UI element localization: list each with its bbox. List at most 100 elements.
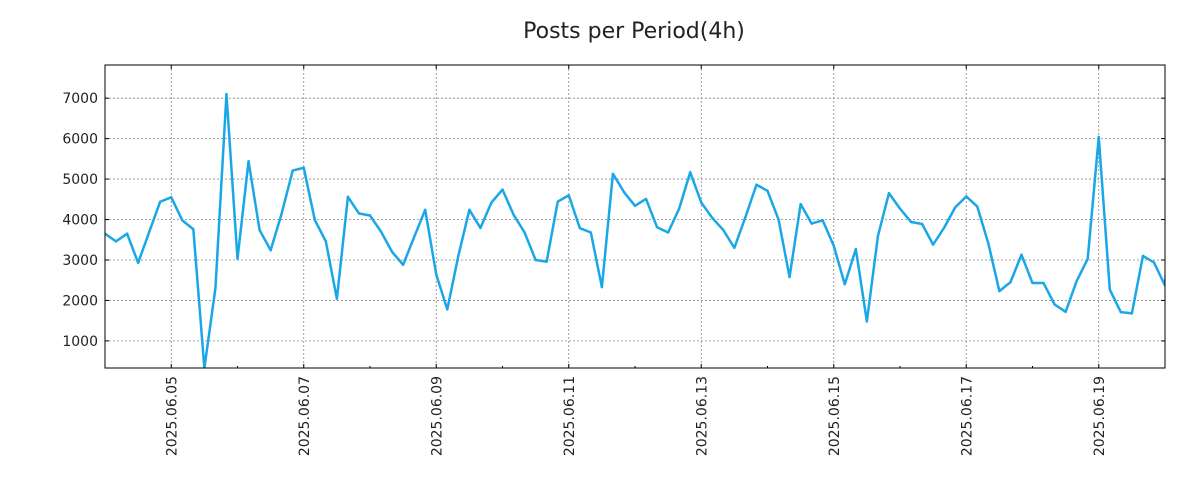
data-point bbox=[192, 228, 195, 231]
y-tick-label: 1000 bbox=[62, 334, 98, 350]
data-point bbox=[335, 297, 339, 301]
data-point bbox=[1130, 312, 1134, 315]
x-tick-label: 2025.06.17 bbox=[959, 376, 975, 456]
x-tick-label: 2025.06.19 bbox=[1092, 376, 1108, 456]
data-point bbox=[556, 200, 559, 203]
data-point bbox=[324, 240, 328, 243]
data-point bbox=[677, 207, 681, 210]
data-point bbox=[689, 171, 692, 174]
data-point bbox=[114, 240, 118, 243]
x-tick-label: 2025.06.13 bbox=[694, 376, 710, 456]
data-point bbox=[788, 275, 791, 279]
y-tick-label: 2000 bbox=[62, 293, 98, 309]
data-point bbox=[644, 197, 648, 201]
data-point bbox=[987, 242, 990, 245]
data-point bbox=[280, 212, 283, 215]
data-point bbox=[412, 235, 416, 239]
data-point bbox=[1152, 261, 1156, 264]
data-point bbox=[236, 257, 239, 260]
data-point bbox=[600, 285, 604, 289]
data-point bbox=[1031, 281, 1034, 285]
data-point bbox=[887, 192, 891, 195]
data-point bbox=[733, 246, 736, 250]
data-point bbox=[998, 289, 1001, 293]
data-point bbox=[225, 92, 228, 96]
data-point bbox=[136, 261, 140, 265]
data-point bbox=[479, 226, 482, 230]
x-tick-label: 2025.06.15 bbox=[827, 376, 843, 456]
data-point bbox=[357, 212, 361, 215]
data-point bbox=[567, 194, 570, 197]
data-point bbox=[512, 213, 515, 216]
data-point bbox=[942, 226, 946, 229]
data-point bbox=[258, 228, 261, 232]
y-tick-label: 6000 bbox=[62, 132, 98, 148]
data-point bbox=[368, 214, 372, 217]
data-point bbox=[832, 244, 835, 248]
data-point bbox=[170, 196, 173, 199]
data-point bbox=[125, 232, 129, 235]
data-point bbox=[843, 283, 846, 286]
data-point bbox=[799, 202, 802, 206]
data-point bbox=[401, 263, 405, 267]
data-point bbox=[390, 250, 394, 254]
data-point bbox=[247, 160, 250, 163]
data-point bbox=[700, 201, 703, 204]
data-point bbox=[346, 195, 350, 199]
x-tick-label: 2025.06.05 bbox=[164, 376, 180, 456]
series-line-posts bbox=[105, 92, 1165, 368]
data-point bbox=[313, 218, 316, 222]
data-point bbox=[446, 308, 449, 311]
data-point bbox=[622, 190, 626, 194]
data-point bbox=[954, 206, 957, 209]
axis-ticks bbox=[104, 65, 1166, 368]
x-tick-label: 2025.06.09 bbox=[429, 376, 445, 456]
series-layer bbox=[105, 92, 1165, 368]
data-point bbox=[523, 231, 526, 234]
data-point bbox=[379, 230, 383, 233]
data-point bbox=[744, 215, 747, 219]
gridlines bbox=[105, 65, 1165, 368]
data-point bbox=[302, 166, 305, 169]
data-point bbox=[578, 226, 581, 230]
data-point bbox=[1042, 281, 1045, 285]
data-point bbox=[898, 207, 902, 210]
data-point bbox=[1141, 254, 1145, 258]
data-point bbox=[534, 258, 537, 262]
data-point bbox=[424, 208, 427, 212]
data-point bbox=[214, 287, 217, 290]
y-tick-label: 3000 bbox=[62, 253, 98, 269]
data-point bbox=[1119, 310, 1123, 314]
data-point bbox=[655, 226, 659, 229]
tick-labels: 1000 2000 3000 4000 5000 6000 7000 2025.06.05 20… bbox=[62, 91, 1107, 456]
data-point bbox=[821, 219, 824, 222]
data-point bbox=[666, 231, 670, 234]
data-point bbox=[1097, 135, 1100, 139]
data-point bbox=[711, 216, 714, 220]
data-point bbox=[435, 273, 438, 276]
y-tick-label: 7000 bbox=[62, 91, 98, 107]
data-point bbox=[1075, 279, 1078, 283]
chart-title: Posts per Period(4h) bbox=[523, 19, 745, 44]
x-tick-label: 2025.06.11 bbox=[562, 376, 578, 456]
data-point bbox=[1064, 310, 1067, 313]
x-tick-label: 2025.06.07 bbox=[297, 376, 313, 456]
data-point bbox=[457, 254, 460, 258]
data-point bbox=[1108, 288, 1111, 291]
data-point bbox=[854, 247, 858, 251]
data-point bbox=[865, 320, 869, 323]
y-tick-label: 4000 bbox=[62, 213, 98, 229]
data-point bbox=[1020, 253, 1023, 256]
data-point bbox=[909, 220, 913, 224]
data-point bbox=[611, 172, 615, 176]
data-point bbox=[1009, 281, 1012, 284]
data-point bbox=[291, 169, 294, 172]
data-point bbox=[181, 219, 184, 222]
data-point bbox=[159, 200, 162, 203]
y-tick-label: 5000 bbox=[62, 172, 98, 188]
data-point bbox=[1053, 303, 1056, 306]
data-point bbox=[633, 204, 637, 207]
data-point bbox=[931, 243, 935, 246]
